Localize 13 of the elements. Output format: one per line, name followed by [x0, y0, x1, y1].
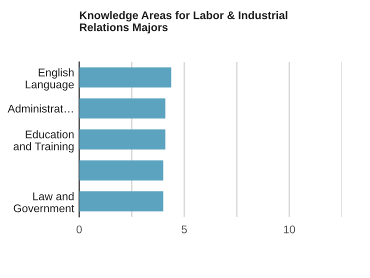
x-tick-label: 10	[284, 225, 296, 234]
bar	[79, 191, 164, 212]
x-tick-label: 5	[182, 226, 187, 234]
y-tick-label: Education and Training	[14, 130, 74, 153]
bar	[79, 98, 166, 119]
bar	[79, 67, 172, 88]
bar	[79, 160, 164, 180]
bar	[79, 129, 166, 150]
chart-title: Knowledge Areas for Labor & Industrial Relations Majors	[80, 11, 288, 34]
y-tick-label: Administrat…	[8, 104, 73, 113]
y-tick-label: Law and Government	[14, 192, 74, 212]
x-tick-label: 0	[76, 225, 82, 234]
y-tick-label: English Language	[26, 68, 74, 91]
